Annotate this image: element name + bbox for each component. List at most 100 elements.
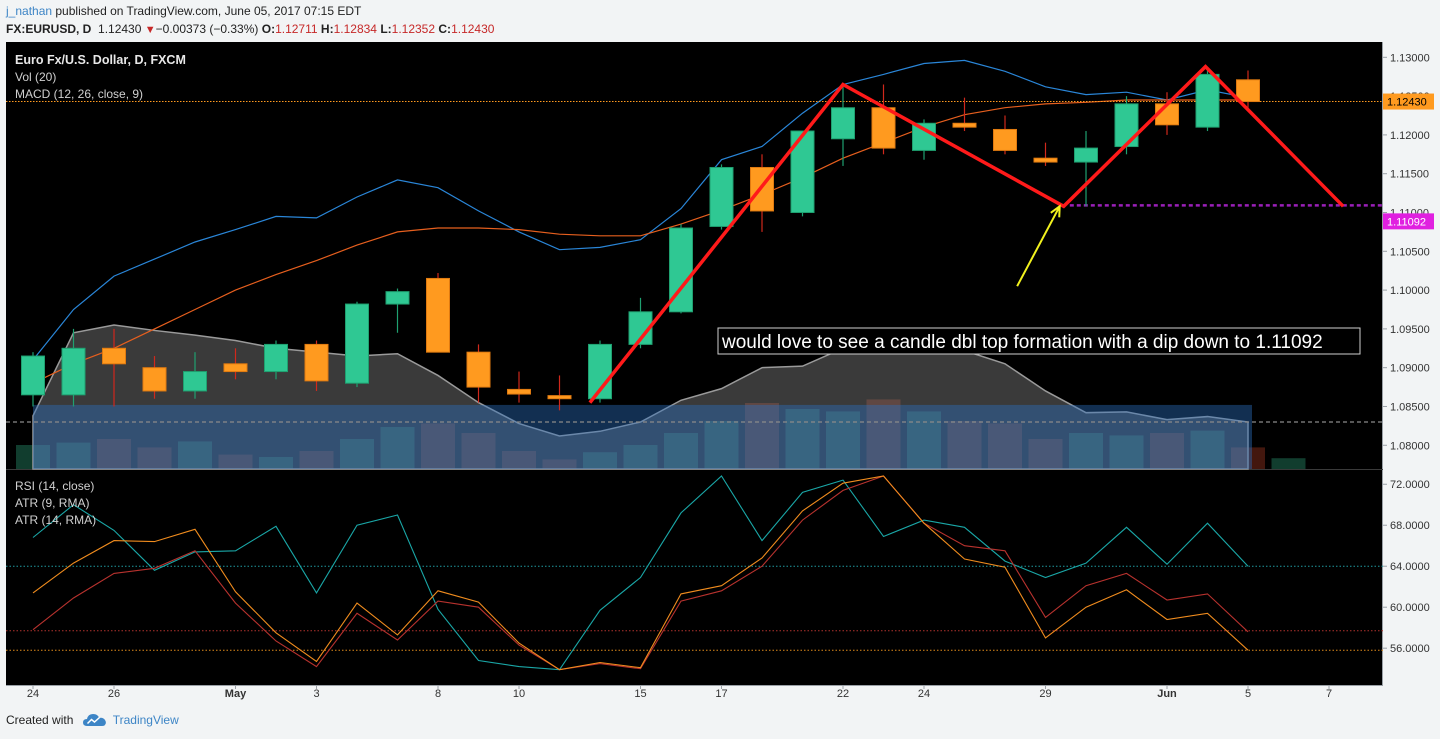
annotation-callout[interactable]: would love to see a candle dbl top forma… [717,327,1361,355]
indicator-tick-label: 72.0000 [1390,479,1430,491]
price-tags: 1.12430 1.11092 [1383,93,1434,230]
volume-bar [97,439,131,469]
volume-bar [907,411,941,469]
middle-band-line [32,99,1248,384]
price-change: −0.00373 (−0.33%) [155,22,259,36]
candles [21,68,1260,411]
volume-bar [542,459,577,469]
tradingview-cloud-icon [82,714,106,726]
indicator-legend-entry: ATR (9, RMA) [15,496,89,510]
price-tick-label: 1.09000 [1390,363,1430,375]
price-tick-label: 1.08000 [1390,440,1430,452]
footer: Created with TradingView [6,713,179,727]
volume-bar [461,433,496,469]
high-label: H: [320,22,334,36]
chart-canvas[interactable]: would love to see a candle dbl top forma… [6,42,1434,704]
legend-entry: MACD (12, 26, close, 9) [15,87,143,101]
volume-bar [1190,430,1225,469]
bearish-candle [871,107,896,149]
time-tick-label: 15 [634,688,646,700]
bearish-candle [304,343,329,382]
volume-bar [56,442,91,469]
bearish-candle [426,277,450,353]
volume-bar [826,411,860,469]
volume-bar [421,423,455,469]
arrow-head [1050,204,1061,218]
legend-entry: Vol (20) [15,70,56,84]
bullish-candle [831,107,855,140]
bearish-candle [993,128,1017,151]
price-axis-background [1383,42,1434,704]
time-tick-label: 17 [715,688,727,700]
volume-bar [664,433,698,469]
indicator-axis[interactable]: 72.0000 68.0000 64.0000 60.0000 56.0000 [1383,479,1430,655]
bearish-candle [102,347,126,365]
indicator-tick-label: 68.0000 [1390,520,1430,532]
price-tick-label: 1.10000 [1390,285,1430,297]
tradingview-link[interactable]: TradingView [112,713,179,727]
blue-band-fill [33,404,1252,469]
bullish-candle [385,291,410,305]
indicator-pane: RSI (14, close) ATR (9, RMA) ATR (14, RMA) [6,475,1383,671]
time-tick-label: 10 [513,688,525,700]
created-with-label: Created with [6,713,74,727]
bullish-candle [345,303,369,384]
volume-bar [704,421,739,469]
indicator-line [32,475,1249,671]
last-price-tag-label: 1.12430 [1387,97,1427,109]
author-link[interactable]: j_nathan [6,4,53,18]
symbol-line: FX:EURUSD, D 1.12430 ▼−0.00373 (−0.33%) … [6,22,494,36]
time-tick-label: 24 [918,688,930,700]
time-axis-background [6,685,1383,704]
volume-bar [1109,435,1144,469]
close-value: 1.12430 [451,22,495,36]
annotation-box [717,327,1361,355]
bearish-candle [952,122,977,128]
indicator-line [32,475,1249,671]
close-label: C: [438,22,452,36]
bullish-candle [1114,103,1139,148]
indicator-legend-entry: RSI (14, close) [15,479,94,493]
legend-entry: Euro Fx/U.S. Dollar, D, FXCM [15,53,186,67]
indicator-series [32,475,1249,671]
double-top-trend-lines[interactable] [588,64,1345,404]
volume-bar [1069,433,1103,469]
volume-bar [745,403,779,469]
volume-bar [583,452,617,469]
volume-bar [218,454,253,469]
bearish-candle [1033,157,1058,163]
volume-bar [178,441,212,469]
high-value: 1.12834 [333,22,377,36]
indicator-line [32,475,1249,671]
price-tick-label: 1.09500 [1390,324,1430,336]
time-tick-label: 22 [837,688,849,700]
annotation-arrow[interactable] [1016,204,1061,287]
bearish-candle [466,351,491,388]
time-tick-label: 7 [1326,688,1332,700]
bearish-candle [507,388,531,395]
open-label: O: [261,22,276,36]
indicator-tick-label: 60.0000 [1390,602,1430,614]
bullish-candle [183,371,207,392]
shaded-band-area [32,324,1249,470]
price-tick-label: 1.13000 [1390,52,1430,64]
indicator-tick-label: 64.0000 [1390,561,1430,573]
volume-bar [866,399,901,469]
price-tick-label: 1.10500 [1390,246,1430,258]
volume-bar [1150,433,1184,469]
indicator-legend: RSI (14, close) ATR (9, RMA) ATR (14, RMA) [15,479,96,527]
last-price: 1.12430 [98,22,142,36]
bullish-candle [709,166,734,227]
volume-bar [1271,458,1306,469]
price-tick-label: 1.12000 [1390,130,1430,142]
upper-band-line [32,59,1249,361]
bullish-candle [1074,147,1098,163]
bullish-candle [21,355,45,396]
down-arrow-icon: ▼ [144,24,156,36]
target-price-tag [1383,213,1434,230]
time-tick-label: 26 [108,688,120,700]
time-tick-label: Jun [1157,688,1177,700]
bearish-candle [223,363,248,373]
time-axis[interactable]: 24 26 May 3 8 10 15 17 22 24 29 Jun 5 7 [27,685,1332,700]
bearish-candle [142,367,167,392]
